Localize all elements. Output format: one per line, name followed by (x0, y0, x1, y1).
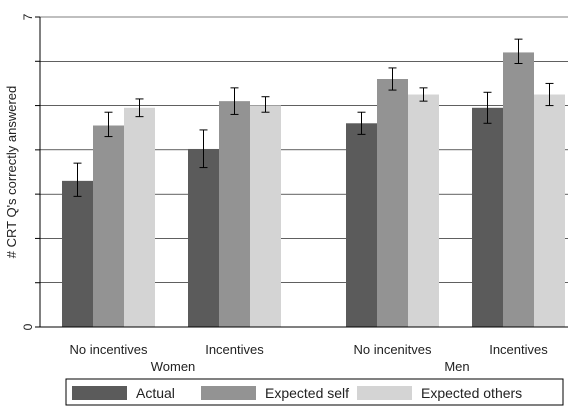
bar (93, 125, 124, 327)
bar (534, 94, 565, 327)
bar (408, 94, 439, 327)
x-tick-label: Incentives (205, 342, 264, 357)
legend-swatch (72, 386, 127, 400)
legend-swatch (201, 386, 256, 400)
tick-labels: 07 (21, 13, 35, 330)
x-tick-label: Incentives (489, 342, 548, 357)
legend: Actual Expected self Expected others (65, 378, 564, 406)
legend-label: Expected self (265, 385, 349, 401)
group-label: Women (151, 359, 196, 374)
bar (472, 107, 503, 328)
legend-swatch (357, 386, 412, 400)
x-tick-label: No incenitves (353, 342, 432, 357)
bar (377, 79, 408, 327)
bar (219, 101, 250, 328)
legend-label: Expected others (421, 385, 522, 401)
x-axis-labels: No incentives Incentives No incenitves Ince… (69, 342, 548, 374)
y-axis-label: # CRT Q's correctly answered (4, 86, 19, 259)
axes (35, 16, 568, 328)
bar (250, 105, 281, 327)
x-tick-label: No incentives (69, 342, 148, 357)
legend-label: Actual (136, 385, 175, 401)
group-label: Men (444, 359, 469, 374)
bar (124, 107, 155, 328)
legend-box (65, 378, 564, 406)
bars (62, 52, 565, 328)
y-tick-label: 0 (21, 323, 35, 330)
bar (188, 148, 219, 327)
bar (503, 52, 534, 328)
bar (62, 180, 93, 327)
bar (346, 123, 377, 328)
error-bars (73, 38, 554, 197)
y-tick-label: 7 (21, 13, 35, 20)
